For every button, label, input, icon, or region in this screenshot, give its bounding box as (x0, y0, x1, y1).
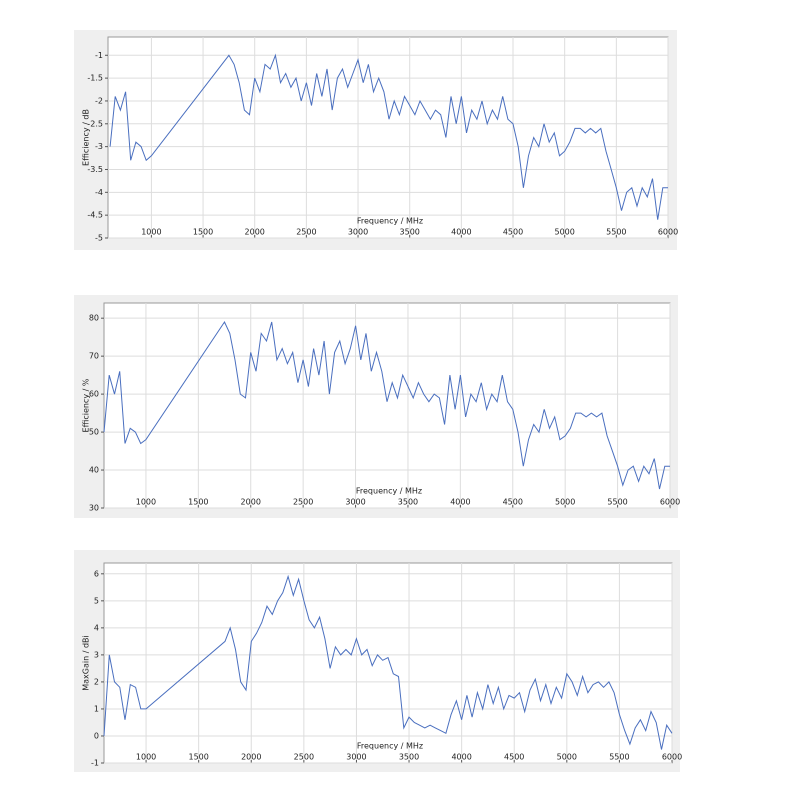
x-axis-label: Frequency / MHz (356, 487, 422, 496)
y-tick-label: -4.5 (87, 211, 103, 220)
x-tick-label: 5500 (607, 498, 627, 507)
subplot: 1000 1500 2000 2500 3000 3500 4000 4500 5000 5500… (74, 30, 678, 250)
y-tick-label: 0 (94, 731, 99, 740)
x-tick-label: 4000 (450, 498, 470, 507)
y-tick-label: 80 (89, 314, 99, 323)
y-tick-label: 60 (89, 390, 99, 399)
plot-area (103, 562, 673, 764)
x-tick-label: 2500 (296, 228, 316, 237)
y-tick-label: 6 (94, 569, 99, 578)
x-axis-label: Frequency / MHz (357, 742, 423, 751)
x-tick-label: 3500 (398, 498, 418, 507)
x-tick-label: 2000 (241, 498, 261, 507)
plot-area (103, 302, 671, 509)
x-tick-label: 5500 (609, 753, 629, 762)
y-axis-label: MaxGain / dBi (82, 635, 91, 691)
x-tick-label: 3500 (399, 753, 419, 762)
x-tick-label: 1000 (136, 498, 156, 507)
x-tick-label: 6000 (660, 498, 680, 507)
y-tick-label: 50 (89, 428, 99, 437)
y-tick-label: -2 (95, 96, 103, 105)
x-tick-label: 5000 (555, 498, 575, 507)
x-tick-label: 6000 (662, 753, 682, 762)
x-tick-label: 6000 (658, 228, 678, 237)
x-tick-label: 4000 (451, 753, 471, 762)
x-tick-label: 4500 (503, 498, 523, 507)
y-tick-label: 1 (94, 704, 99, 713)
x-tick-label: 3500 (400, 228, 420, 237)
x-tick-label: 5000 (557, 753, 577, 762)
x-tick-label: 2500 (294, 753, 314, 762)
data-line (109, 53, 668, 220)
x-tick-label: 4000 (451, 228, 471, 237)
x-tick-label: 4500 (503, 228, 523, 237)
data-line (103, 574, 673, 750)
y-tick-label: -4 (95, 188, 103, 197)
subplot: 1000 1500 2000 2500 3000 3500 4000 4500 5000 5500… (74, 550, 682, 772)
y-tick-label: 2 (94, 677, 99, 686)
x-tick-label: 1500 (193, 228, 213, 237)
y-tick-label: 3 (94, 650, 99, 659)
x-tick-label: 2500 (293, 498, 313, 507)
y-axis-label: Efficiency / dB (82, 109, 91, 166)
x-tick-label: 5500 (606, 228, 626, 237)
y-tick-label: 40 (89, 466, 99, 475)
y-tick-label: 5 (94, 596, 99, 605)
x-tick-label: 3000 (345, 498, 365, 507)
x-tick-label: 1500 (188, 753, 208, 762)
x-tick-label: 3000 (348, 228, 368, 237)
x-tick-label: 1500 (188, 498, 208, 507)
y-tick-label: 30 (89, 504, 99, 513)
y-tick-label: -1.5 (87, 74, 103, 83)
x-tick-label: 1000 (141, 228, 161, 237)
x-axis-label: Frequency / MHz (357, 217, 423, 226)
y-tick-label: -3 (95, 142, 103, 151)
y-axis-label: Efficiency / % (82, 378, 91, 432)
x-tick-label: 1000 (136, 753, 156, 762)
plot-area (107, 36, 669, 239)
x-tick-label: 2000 (241, 753, 261, 762)
y-tick-label: -2.5 (87, 119, 103, 128)
data-line (103, 320, 670, 490)
subplot: 1000 1500 2000 2500 3000 3500 4000 4500 5000 5500… (74, 295, 680, 518)
y-tick-label: -3.5 (87, 165, 103, 174)
y-tick-label: 4 (94, 623, 99, 632)
x-tick-label: 4500 (504, 753, 524, 762)
x-tick-label: 5000 (554, 228, 574, 237)
y-tick-label: 70 (89, 352, 99, 361)
x-tick-label: 2000 (245, 228, 265, 237)
x-tick-label: 3000 (346, 753, 366, 762)
y-tick-label: -5 (95, 234, 103, 243)
y-tick-label: -1 (91, 759, 99, 768)
y-tick-label: -1 (95, 51, 103, 60)
